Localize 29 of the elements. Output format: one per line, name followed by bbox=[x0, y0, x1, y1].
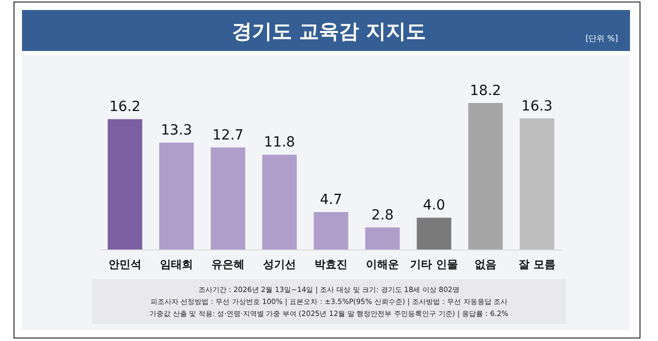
bar bbox=[210, 147, 246, 250]
data-label: 2.8 bbox=[371, 207, 394, 224]
data-label: 4.7 bbox=[320, 192, 342, 208]
x-tick-label: 기타 인물 bbox=[410, 258, 458, 271]
data-label: 4.0 bbox=[422, 198, 446, 214]
x-tick-label: 임태희 bbox=[160, 258, 193, 271]
x-tick-label: 성기선 bbox=[262, 258, 296, 271]
bar bbox=[365, 227, 400, 250]
bar bbox=[262, 154, 297, 250]
bar bbox=[468, 103, 503, 250]
x-tick-label: 없음 bbox=[474, 258, 497, 271]
data-label: 18.2 bbox=[470, 83, 502, 99]
bar bbox=[416, 218, 452, 250]
x-tick-label: 박효진 bbox=[314, 258, 348, 271]
x-tick-label: 안민석 bbox=[108, 258, 142, 271]
data-label: 12.7 bbox=[212, 127, 244, 144]
bar bbox=[520, 118, 554, 250]
bar bbox=[108, 119, 142, 250]
data-label: 16.2 bbox=[109, 99, 141, 116]
bar bbox=[159, 142, 194, 250]
data-label: 11.8 bbox=[264, 134, 296, 151]
text: [단위 %] bbox=[586, 34, 618, 43]
x-tick-label: 잘 모름 bbox=[518, 258, 556, 271]
data-label: 13.3 bbox=[160, 122, 192, 139]
data-label: 16.3 bbox=[521, 98, 553, 114]
x-tick-label: 이해운 bbox=[366, 258, 400, 271]
chart-title: 경기도 교육감 지지도 bbox=[232, 19, 426, 43]
x-tick-label: 유은혜 bbox=[211, 258, 244, 271]
bar bbox=[314, 212, 348, 250]
